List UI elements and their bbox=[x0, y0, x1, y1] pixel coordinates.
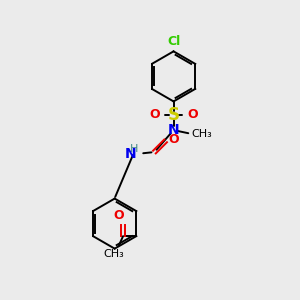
Text: N: N bbox=[125, 146, 137, 161]
Text: O: O bbox=[149, 108, 160, 121]
Text: O: O bbox=[188, 108, 198, 121]
Text: CH₃: CH₃ bbox=[103, 249, 124, 259]
Text: CH₃: CH₃ bbox=[191, 128, 212, 139]
Text: Cl: Cl bbox=[167, 35, 180, 48]
Text: O: O bbox=[113, 209, 124, 222]
Text: O: O bbox=[169, 133, 179, 146]
Text: N: N bbox=[168, 123, 179, 137]
Text: S: S bbox=[168, 106, 180, 124]
Text: H: H bbox=[130, 143, 138, 154]
